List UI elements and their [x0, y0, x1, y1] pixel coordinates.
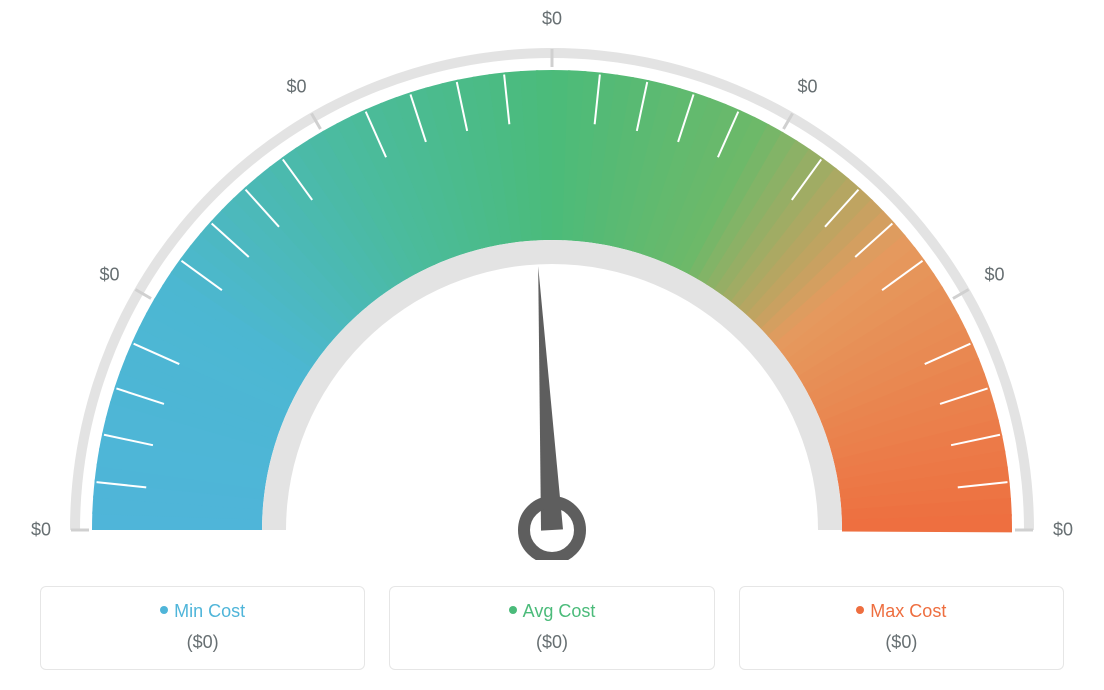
legend-dot-min	[160, 606, 168, 614]
legend-card-min: Min Cost ($0)	[40, 586, 365, 670]
legend-title-min: Min Cost	[41, 601, 364, 622]
legend-label-avg: Avg Cost	[523, 601, 596, 621]
legend-title-avg: Avg Cost	[390, 601, 713, 622]
legend-title-max: Max Cost	[740, 601, 1063, 622]
legend-card-avg: Avg Cost ($0)	[389, 586, 714, 670]
legend-value-min: ($0)	[41, 632, 364, 653]
gauge-tick-label: $0	[797, 77, 817, 98]
legend-row: Min Cost ($0) Avg Cost ($0) Max Cost ($0…	[0, 586, 1104, 670]
gauge-tick-label: $0	[985, 264, 1005, 285]
gauge-tick-label: $0	[31, 520, 51, 541]
gauge-svg	[0, 0, 1104, 560]
gauge-tick-label: $0	[286, 77, 306, 98]
legend-card-max: Max Cost ($0)	[739, 586, 1064, 670]
legend-dot-avg	[509, 606, 517, 614]
gauge-tick-label: $0	[542, 9, 562, 30]
legend-label-max: Max Cost	[870, 601, 946, 621]
gauge-chart: $0 $0 $0 $0 $0 $0 $0	[0, 0, 1104, 560]
gauge-tick-label: $0	[99, 264, 119, 285]
legend-value-avg: ($0)	[390, 632, 713, 653]
legend-label-min: Min Cost	[174, 601, 245, 621]
legend-dot-max	[856, 606, 864, 614]
legend-value-max: ($0)	[740, 632, 1063, 653]
gauge-tick-label: $0	[1053, 520, 1073, 541]
